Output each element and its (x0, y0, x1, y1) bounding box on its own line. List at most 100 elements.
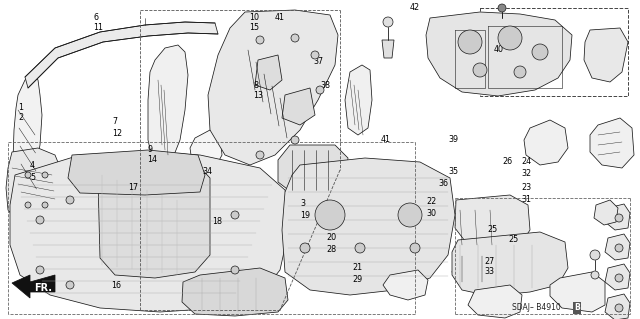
Text: 11: 11 (93, 23, 103, 32)
Polygon shape (12, 275, 30, 298)
Text: 17: 17 (128, 183, 138, 192)
Circle shape (25, 202, 31, 208)
Polygon shape (550, 272, 605, 312)
Circle shape (25, 172, 31, 178)
Text: 20: 20 (326, 234, 336, 242)
Text: 31: 31 (521, 196, 531, 204)
Circle shape (590, 250, 600, 260)
Circle shape (498, 26, 522, 50)
Polygon shape (584, 28, 628, 82)
Polygon shape (345, 65, 372, 135)
Polygon shape (25, 22, 218, 88)
Polygon shape (255, 55, 282, 90)
Polygon shape (452, 232, 568, 296)
Text: 3: 3 (300, 199, 305, 209)
Circle shape (591, 271, 599, 279)
Text: 25: 25 (508, 235, 518, 244)
Circle shape (256, 151, 264, 159)
Circle shape (410, 243, 420, 253)
Polygon shape (594, 200, 618, 225)
Circle shape (615, 244, 623, 252)
Text: 5: 5 (30, 174, 35, 182)
Circle shape (231, 266, 239, 274)
Text: SDAJ– B4910: SDAJ– B4910 (512, 303, 561, 313)
Polygon shape (605, 264, 630, 290)
Polygon shape (13, 75, 42, 185)
Circle shape (291, 136, 299, 144)
Polygon shape (605, 294, 630, 319)
Circle shape (355, 243, 365, 253)
Circle shape (42, 172, 48, 178)
Circle shape (311, 51, 319, 59)
Polygon shape (98, 158, 210, 278)
Text: 16: 16 (111, 281, 121, 291)
Polygon shape (383, 270, 428, 300)
Polygon shape (468, 285, 522, 318)
Text: 38: 38 (320, 81, 330, 91)
Text: 10: 10 (249, 12, 259, 21)
Circle shape (316, 86, 324, 94)
Text: 33: 33 (484, 268, 494, 277)
Text: 22: 22 (426, 197, 436, 206)
Text: 14: 14 (147, 155, 157, 165)
Text: 2: 2 (18, 114, 23, 122)
Text: 4: 4 (30, 160, 35, 169)
Circle shape (615, 214, 623, 222)
Text: 40: 40 (494, 46, 504, 55)
Text: 1: 1 (18, 103, 23, 113)
Polygon shape (282, 158, 455, 295)
Text: 13: 13 (253, 91, 263, 100)
Text: 18: 18 (212, 218, 222, 226)
Polygon shape (208, 10, 338, 165)
Text: 25: 25 (487, 226, 497, 234)
Text: 39: 39 (448, 136, 458, 145)
Text: 21: 21 (352, 263, 362, 272)
Circle shape (315, 200, 345, 230)
Polygon shape (426, 12, 572, 96)
Text: 7: 7 (112, 117, 117, 127)
Circle shape (398, 203, 422, 227)
Circle shape (300, 243, 310, 253)
Text: 37: 37 (313, 57, 323, 66)
Circle shape (36, 266, 44, 274)
Text: 30: 30 (426, 209, 436, 218)
Text: 23: 23 (521, 183, 531, 192)
Polygon shape (382, 40, 394, 58)
Polygon shape (30, 275, 55, 292)
Circle shape (458, 30, 482, 54)
Polygon shape (452, 248, 510, 288)
Polygon shape (68, 150, 205, 195)
Text: B: B (574, 303, 580, 313)
Circle shape (532, 44, 548, 60)
Text: 42: 42 (410, 4, 420, 12)
Polygon shape (148, 45, 188, 165)
Polygon shape (605, 234, 630, 260)
Polygon shape (6, 148, 62, 225)
Circle shape (256, 36, 264, 44)
Polygon shape (590, 118, 634, 168)
Text: 27: 27 (484, 257, 494, 266)
Polygon shape (455, 195, 530, 252)
Circle shape (383, 17, 393, 27)
Text: 8: 8 (253, 80, 258, 90)
Polygon shape (10, 152, 290, 312)
Text: 6: 6 (93, 12, 98, 21)
Polygon shape (190, 130, 222, 170)
Circle shape (231, 211, 239, 219)
Circle shape (615, 274, 623, 282)
Text: 12: 12 (112, 129, 122, 137)
Circle shape (66, 196, 74, 204)
Circle shape (615, 304, 623, 312)
Circle shape (42, 202, 48, 208)
Text: 41: 41 (275, 12, 285, 21)
Text: 32: 32 (521, 168, 531, 177)
Text: 15: 15 (249, 23, 259, 32)
Text: 34: 34 (202, 167, 212, 176)
Text: 24: 24 (521, 158, 531, 167)
Polygon shape (278, 145, 348, 195)
Polygon shape (524, 120, 568, 165)
Text: 28: 28 (326, 246, 336, 255)
Polygon shape (605, 204, 630, 230)
Circle shape (66, 281, 74, 289)
Text: 41: 41 (381, 136, 391, 145)
